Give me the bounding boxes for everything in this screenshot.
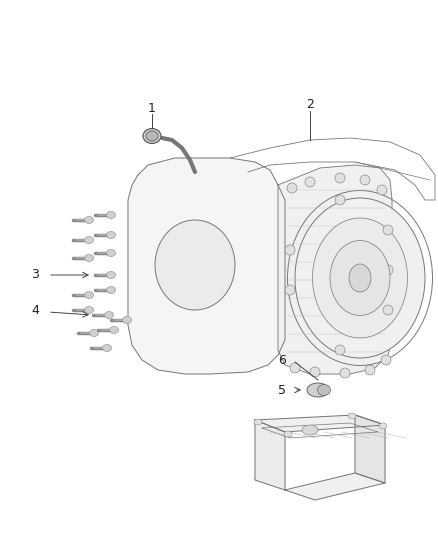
Text: 3: 3: [31, 269, 39, 281]
Ellipse shape: [85, 254, 93, 262]
Ellipse shape: [85, 216, 93, 223]
Text: 1: 1: [148, 101, 156, 115]
Polygon shape: [128, 158, 285, 374]
Ellipse shape: [106, 212, 116, 219]
Ellipse shape: [307, 383, 329, 397]
Ellipse shape: [102, 344, 112, 351]
Polygon shape: [355, 415, 385, 483]
Ellipse shape: [335, 173, 345, 183]
Ellipse shape: [155, 220, 235, 310]
Ellipse shape: [377, 185, 387, 195]
Ellipse shape: [89, 329, 99, 336]
Ellipse shape: [254, 419, 262, 425]
Ellipse shape: [143, 128, 161, 143]
Ellipse shape: [383, 225, 393, 235]
Ellipse shape: [379, 423, 387, 429]
Ellipse shape: [105, 311, 113, 319]
Ellipse shape: [106, 249, 116, 256]
Ellipse shape: [284, 431, 292, 437]
Polygon shape: [255, 415, 385, 432]
Polygon shape: [278, 165, 392, 374]
Polygon shape: [255, 420, 285, 490]
Ellipse shape: [383, 305, 393, 315]
Ellipse shape: [106, 231, 116, 238]
Ellipse shape: [106, 287, 116, 294]
Ellipse shape: [360, 175, 370, 185]
Ellipse shape: [106, 271, 116, 279]
Ellipse shape: [110, 327, 119, 334]
Ellipse shape: [348, 413, 356, 419]
Ellipse shape: [365, 365, 375, 375]
Ellipse shape: [123, 317, 131, 324]
Ellipse shape: [340, 368, 350, 378]
Ellipse shape: [285, 245, 295, 255]
Ellipse shape: [285, 285, 295, 295]
Ellipse shape: [287, 183, 297, 193]
Ellipse shape: [305, 177, 315, 187]
Ellipse shape: [302, 425, 318, 435]
Ellipse shape: [85, 237, 93, 244]
Ellipse shape: [335, 195, 345, 205]
Ellipse shape: [85, 292, 93, 298]
Ellipse shape: [146, 131, 158, 141]
Ellipse shape: [383, 265, 393, 275]
Ellipse shape: [312, 218, 407, 338]
Ellipse shape: [335, 345, 345, 355]
Text: 2: 2: [306, 99, 314, 111]
Text: 6: 6: [278, 353, 286, 367]
Ellipse shape: [295, 198, 425, 358]
Ellipse shape: [310, 367, 320, 377]
Polygon shape: [285, 473, 385, 500]
Ellipse shape: [330, 240, 390, 316]
Ellipse shape: [318, 384, 331, 395]
Ellipse shape: [381, 355, 391, 365]
Ellipse shape: [290, 363, 300, 373]
Ellipse shape: [349, 264, 371, 292]
Text: 5: 5: [278, 384, 286, 397]
Text: 4: 4: [31, 303, 39, 317]
Ellipse shape: [85, 306, 93, 313]
